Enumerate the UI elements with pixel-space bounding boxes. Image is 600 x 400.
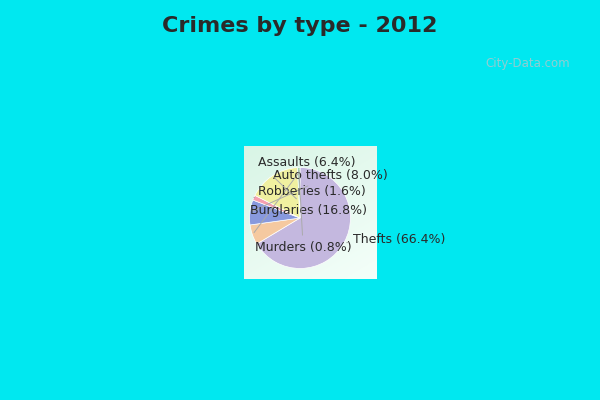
Wedge shape bbox=[298, 168, 300, 218]
Text: Auto thefts (8.0%): Auto thefts (8.0%) bbox=[253, 169, 388, 211]
Wedge shape bbox=[250, 218, 300, 244]
Text: Thefts (66.4%): Thefts (66.4%) bbox=[347, 233, 445, 246]
Wedge shape bbox=[255, 168, 300, 218]
Wedge shape bbox=[250, 200, 300, 225]
Text: Murders (0.8%): Murders (0.8%) bbox=[255, 170, 352, 254]
Text: Robberies (1.6%): Robberies (1.6%) bbox=[254, 185, 365, 198]
Text: Burglaries (16.8%): Burglaries (16.8%) bbox=[250, 178, 367, 216]
Text: City-Data.com: City-Data.com bbox=[485, 58, 570, 70]
Wedge shape bbox=[257, 168, 350, 268]
Text: Assaults (6.4%): Assaults (6.4%) bbox=[254, 156, 355, 232]
Text: Crimes by type - 2012: Crimes by type - 2012 bbox=[163, 16, 437, 36]
Wedge shape bbox=[253, 195, 300, 218]
